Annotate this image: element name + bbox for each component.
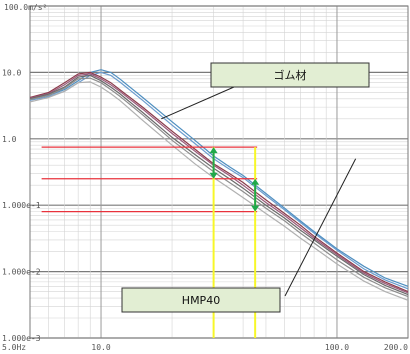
- y-tick-label: 1.000e-2: [2, 268, 41, 277]
- grid: [29, 5, 409, 339]
- arrow-head-down: [251, 205, 260, 212]
- series-line: [29, 71, 409, 293]
- response-curves: [29, 69, 409, 301]
- x-tick-label: 100.0: [325, 343, 349, 352]
- series-line: [29, 81, 409, 301]
- plot-frame: [29, 5, 409, 339]
- y-unit-label: 100.0m/s²: [4, 3, 47, 12]
- tick-labels: 10.0 1.0 1.000e-1 1.000e-2 1.000e-35.0Hz 10.0…: [2, 68, 408, 352]
- y-tick-label: 1.0: [2, 135, 17, 144]
- series-line: [29, 69, 409, 287]
- callouts: ゴム材 HMP40: [121, 62, 370, 313]
- callout-leader: [284, 158, 357, 297]
- y-tick-label: 1.000e-3: [2, 334, 41, 343]
- callout-leader: [161, 86, 235, 120]
- arrow-head-down: [209, 172, 218, 179]
- x-tick-label: 200.0: [384, 343, 408, 352]
- x-tick-label: 10.0: [91, 343, 110, 352]
- callout-box: [210, 62, 370, 88]
- level-difference-arrows: [209, 147, 260, 212]
- callout-label: HMP40: [182, 294, 220, 307]
- y-tick-label: 1.000e-1: [2, 201, 41, 210]
- callout-box: [121, 287, 281, 313]
- arrow-head-up: [209, 147, 218, 154]
- arrow-head-up: [251, 178, 260, 185]
- y-tick-label: 10.0: [2, 68, 21, 77]
- series-line: [29, 77, 409, 298]
- series-line: [29, 74, 409, 296]
- series-line: [29, 73, 409, 294]
- x-tick-label: 5.0Hz: [2, 343, 26, 352]
- plot-border: [29, 5, 409, 339]
- callout-label: ゴム材: [274, 68, 307, 82]
